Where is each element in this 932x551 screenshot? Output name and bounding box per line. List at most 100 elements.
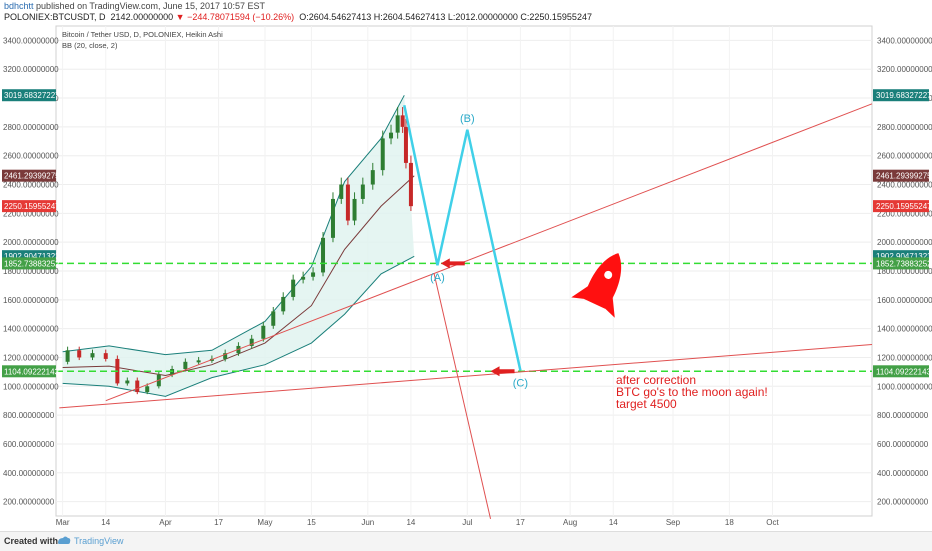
candle-body <box>223 353 228 359</box>
note-line: after correction <box>616 373 696 387</box>
y-tick-label-right: 200.00000000 <box>877 498 929 507</box>
price-tag-left <box>2 89 56 102</box>
time-axis: Mar 14 Apr 17 May 15 Jun 14 Jul 17 Aug 14 Sep 18 Oct <box>56 518 780 527</box>
x-tick-label: May <box>257 518 272 527</box>
y-tick-label-right: 3200.00000000 <box>877 65 932 74</box>
candle-body <box>380 138 385 171</box>
candle-body <box>330 198 335 238</box>
candle-body <box>395 115 400 133</box>
price-tag-label-right: 3019.68327227 <box>876 91 932 100</box>
candle-body <box>389 132 394 139</box>
price-axes: 3400.00000000 3400.00000000 3200.00000000 3… <box>2 36 932 507</box>
created-with-text: Created with <box>4 536 59 546</box>
x-tick-label: 15 <box>307 518 316 527</box>
candle-body <box>145 386 150 393</box>
note-line: target 4500 <box>616 397 677 411</box>
candle-body <box>249 338 254 346</box>
candles <box>65 107 413 395</box>
wave-line <box>403 105 522 371</box>
price-tag-label-left: 2461.29399275 <box>4 172 60 181</box>
y-tick-label-right: 2600.00000000 <box>877 152 932 161</box>
author-link[interactable]: bdhchtt <box>4 1 34 11</box>
y-tick-label-right: 400.00000000 <box>877 469 929 478</box>
price-tag-label-right: 2250.15955247 <box>876 202 932 211</box>
price-tag-left <box>2 200 56 213</box>
candle-body <box>403 126 408 163</box>
x-tick-label: 14 <box>609 518 618 527</box>
price-tag-right <box>873 200 929 213</box>
y-tick-label-right: 2800.00000000 <box>877 123 932 132</box>
y-tick-label-left: 800.00000000 <box>3 411 55 420</box>
chart-header: bdhchtt published on TradingView.com, Ju… <box>0 0 932 24</box>
publish-line: bdhchtt published on TradingView.com, Ju… <box>4 1 265 11</box>
arrow-left-icon <box>490 366 515 377</box>
arrow-left-icon <box>440 258 465 269</box>
tradingview-logo-icon <box>56 535 72 548</box>
y-tick-label-right: 2000.00000000 <box>877 238 932 247</box>
candle-body <box>65 350 70 362</box>
y-tick-label-right: 2200.00000000 <box>877 209 932 218</box>
chart-title: Bitcoin / Tether USD, D, POLONIEX, Heiki… <box>62 30 223 39</box>
y-tick-label-left: 2000.00000000 <box>3 238 59 247</box>
price-tag-label-left: 2250.15955247 <box>4 202 60 211</box>
x-tick-label: Sep <box>666 518 681 527</box>
x-tick-label: Aug <box>563 518 577 527</box>
candle-body <box>311 272 316 277</box>
y-tick-label-left: 400.00000000 <box>3 469 55 478</box>
y-tick-label-right: 1200.00000000 <box>877 353 932 362</box>
bb-lower-line <box>62 255 415 397</box>
candle-body <box>321 237 326 273</box>
candle-body <box>90 353 95 358</box>
x-tick-label: 14 <box>406 518 415 527</box>
y-tick-label-left: 1800.00000000 <box>3 267 59 276</box>
price-tag-label-right: 1902.90471323 <box>876 252 932 261</box>
y-tick-label-left: 1400.00000000 <box>3 325 59 334</box>
change-text: −244.78071594 (−10.26%) <box>187 12 295 22</box>
wave-label: (C) <box>513 377 528 389</box>
candle-body <box>370 170 375 185</box>
y-tick-label-right: 1800.00000000 <box>877 267 932 276</box>
candle-body <box>408 162 413 207</box>
price-text: 2142.00000000 <box>110 12 174 22</box>
y-tick-label-left: 2400.00000000 <box>3 181 59 190</box>
candle-body <box>196 360 201 363</box>
y-tick-label-left: 3200.00000000 <box>3 65 59 74</box>
trend-line <box>105 103 873 402</box>
y-tick-label-left: 1000.00000000 <box>3 382 59 391</box>
price-tag-label-right: 2461.29399275 <box>876 172 932 181</box>
bb-upper-line <box>62 95 405 356</box>
price-tag-right <box>873 169 929 182</box>
bollinger-bands <box>62 95 415 397</box>
rocket-fin-left <box>571 284 591 299</box>
candle-body <box>400 115 405 127</box>
candle-body <box>261 325 266 339</box>
y-tick-label-right: 2400.00000000 <box>877 181 932 190</box>
candle-body <box>339 184 344 199</box>
candle-body <box>125 380 130 384</box>
x-tick-label: Oct <box>766 518 779 527</box>
published-text: published on TradingView.com, June 15, 2… <box>36 1 266 11</box>
candle-body <box>183 361 188 369</box>
rocket-icon <box>571 253 622 318</box>
ohlc-text: O:2604.54627413 H:2604.54627413 L:2012.0… <box>299 12 592 22</box>
trend-line <box>433 273 492 519</box>
price-tag-label-left: 1852.73883252 <box>4 259 60 268</box>
candle-body <box>352 198 357 221</box>
candle-body <box>77 350 82 358</box>
tradingview-brand[interactable]: TradingView <box>74 536 124 546</box>
indicator-title: BB (20, close, 2) <box>62 41 118 50</box>
candle-body <box>360 184 365 199</box>
y-tick-label-left: 2600.00000000 <box>3 152 59 161</box>
wave-label: (B) <box>460 113 475 125</box>
x-tick-label: Mar <box>56 518 70 527</box>
symbol-line: POLONIEX:BTCUSDT, D 2142.00000000 ▼ −244… <box>4 12 592 22</box>
y-tick-label-left: 1200.00000000 <box>3 353 59 362</box>
x-tick-label: Jul <box>462 518 472 527</box>
y-tick-label-right: 1600.00000000 <box>877 296 932 305</box>
bb-basis-line <box>62 175 415 376</box>
wave-label: (A) <box>430 272 445 284</box>
rocket-body <box>583 253 622 310</box>
price-tag-right <box>873 257 929 270</box>
